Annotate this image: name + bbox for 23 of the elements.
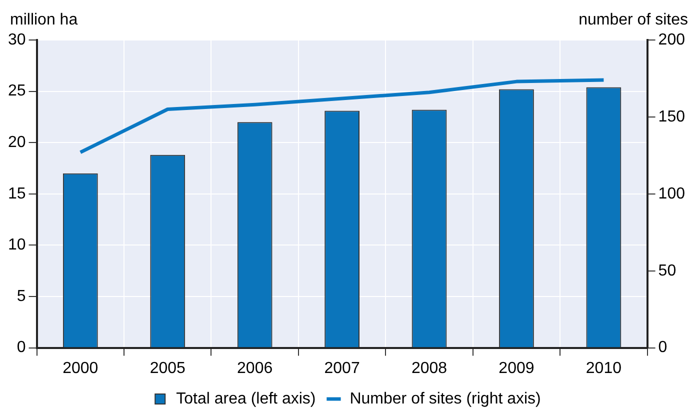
y2-tick-label: 0 <box>658 339 668 356</box>
y-axis-title: million ha <box>10 11 78 28</box>
y-tick-label: 30 <box>8 31 26 48</box>
x-tick-label: 2006 <box>237 360 273 377</box>
legend-label: Total area (left axis) <box>176 390 316 408</box>
legend-label: Number of sites (right axis) <box>350 390 541 408</box>
y2-axis-title: number of sites <box>578 11 688 28</box>
x-tick-label: 2010 <box>586 360 622 377</box>
y-tick-label: 0 <box>16 339 26 356</box>
y-tick-label: 15 <box>8 185 26 202</box>
y2-tick-label: 50 <box>658 262 676 280</box>
y2-tick-label: 100 <box>658 185 686 202</box>
y-tick-label: 20 <box>8 134 26 152</box>
y2-tick-label: 200 <box>658 31 686 48</box>
x-tick-label: 2005 <box>150 360 186 377</box>
y-tick-label: 10 <box>8 236 26 254</box>
x-tick-label: 2008 <box>411 360 448 377</box>
y2-tick-label: 150 <box>658 108 686 126</box>
y-tick-label: 25 <box>8 82 26 100</box>
x-tick-label: 2007 <box>324 360 360 377</box>
x-tick-label: 2000 <box>62 360 98 377</box>
x-tick-label: 2009 <box>498 360 534 377</box>
y-tick-label: 5 <box>16 288 26 305</box>
